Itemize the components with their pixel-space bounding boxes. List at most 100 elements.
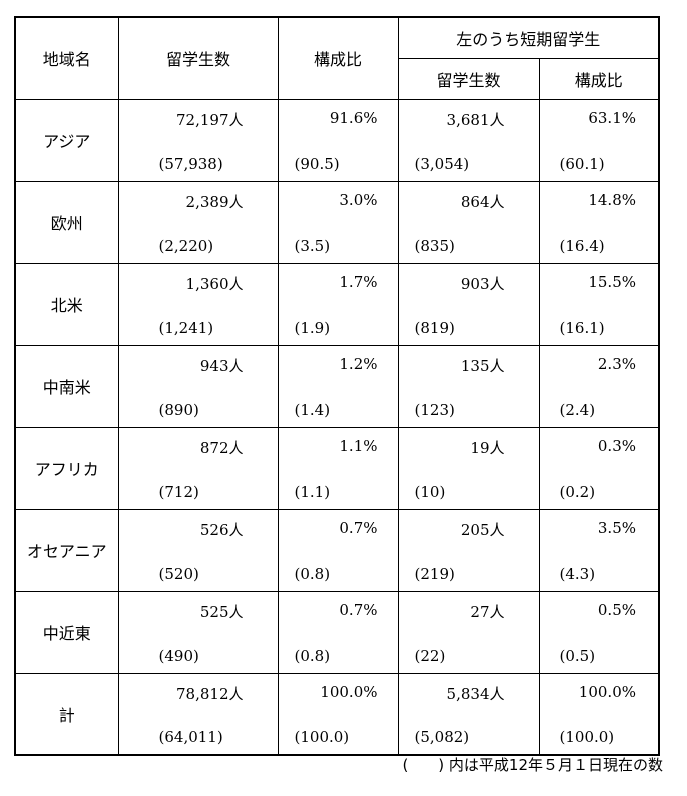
current-value: 3.5% [597, 518, 636, 537]
current-value: 864人 [460, 192, 505, 211]
current-value: 872人 [199, 438, 244, 457]
current-value: 100.0% [320, 682, 378, 701]
region-name: 欧州 [14, 180, 119, 264]
table-row: オセアニア 526人 (520) 0.7% (0.8) 205人 (219) 3.5% (4.3… [14, 508, 660, 592]
previous-value: (520) [158, 564, 199, 583]
short-share-cell: 15.5% (16.1) [538, 262, 660, 346]
current-value: 27人 [470, 602, 505, 621]
short-share-cell: 3.5% (4.3) [538, 508, 660, 592]
table-row: 中近東 525人 (490) 0.7% (0.8) 27人 (22) 0.5% (0.5) [14, 590, 660, 674]
current-value: 0.3% [597, 436, 636, 455]
current-value: 943人 [199, 356, 244, 375]
previous-value: (90.5) [294, 154, 340, 173]
share-cell: 1.1% (1.1) [277, 426, 399, 510]
current-value: 14.8% [588, 190, 636, 209]
current-value: 525人 [199, 602, 244, 621]
current-value: 15.5% [588, 272, 636, 291]
share-cell: 1.2% (1.4) [277, 344, 399, 428]
short-share-cell: 0.5% (0.5) [538, 590, 660, 674]
previous-value: (22) [414, 646, 446, 665]
header-short-share: 構成比 [538, 57, 660, 100]
current-value: 526人 [199, 520, 244, 539]
table-row: 中南米 943人 (890) 1.2% (1.4) 135人 (123) 2.3% (2.4) [14, 344, 660, 428]
current-value: 78,812人 [176, 684, 244, 703]
short-students-cell: 5,834人 (5,082) [397, 672, 540, 756]
short-students-cell: 903人 (819) [397, 262, 540, 346]
current-value: 5,834人 [446, 684, 505, 703]
previous-value: (1.9) [294, 318, 331, 337]
region-name: 計 [14, 672, 119, 756]
region-name: アフリカ [14, 426, 119, 510]
current-value: 903人 [460, 274, 505, 293]
region-name: オセアニア [14, 508, 119, 592]
current-value: 63.1% [588, 108, 636, 127]
table-body: 地域名 留学生数 構成比 左のうち短期留学生 留学生数 構成比 アジア 72,19… [14, 16, 660, 756]
header-short-term-group: 左のうち短期留学生 [397, 16, 660, 59]
header-students: 留学生数 [117, 16, 279, 100]
previous-value: (0.8) [294, 646, 331, 665]
header-short-students: 留学生数 [397, 57, 540, 100]
share-cell: 91.6% (90.5) [277, 98, 399, 182]
short-share-cell: 100.0% (100.0) [538, 672, 660, 756]
previous-value: (5,082) [414, 728, 470, 746]
previous-value: (3,054) [414, 154, 470, 173]
short-students-cell: 205人 (219) [397, 508, 540, 592]
previous-value: (4.3) [559, 564, 596, 583]
previous-value: (490) [158, 646, 199, 665]
previous-value: (16.1) [559, 318, 605, 337]
previous-value: (60.1) [559, 154, 605, 173]
region-name: 北米 [14, 262, 119, 346]
table-row: アジア 72,197人 (57,938) 91.6% (90.5) 3,681人 (3,05… [14, 98, 660, 182]
header-row-2: 留学生数 構成比 [15, 57, 660, 100]
students-cell: 872人 (712) [117, 426, 279, 510]
current-value: 0.5% [597, 600, 636, 619]
share-cell: 1.7% (1.9) [277, 262, 399, 346]
previous-value: (2,220) [158, 236, 214, 255]
share-cell: 3.0% (3.5) [277, 180, 399, 264]
students-cell: 2,389人 (2,220) [117, 180, 279, 264]
table-row: 欧州 2,389人 (2,220) 3.0% (3.5) 864人 (835) 14.8% (1… [14, 180, 660, 264]
students-cell: 943人 (890) [117, 344, 279, 428]
previous-value: (219) [414, 564, 455, 583]
current-value: 72,197人 [176, 110, 244, 129]
share-cell: 100.0% (100.0) [277, 672, 399, 756]
students-cell: 78,812人 (64,011) [117, 672, 279, 756]
previous-value: (835) [414, 236, 455, 255]
current-value: 0.7% [339, 600, 378, 619]
students-cell: 1,360人 (1,241) [117, 262, 279, 346]
short-students-cell: 135人 (123) [397, 344, 540, 428]
current-value: 1,360人 [185, 274, 244, 293]
previous-value: (100.0) [559, 728, 615, 746]
previous-value: (0.5) [559, 646, 596, 665]
current-value: 19人 [470, 438, 505, 457]
region-name: 中南米 [14, 344, 119, 428]
table-row: アフリカ 872人 (712) 1.1% (1.1) 19人 (10) 0.3% (0.2) [14, 426, 660, 510]
short-students-cell: 864人 (835) [397, 180, 540, 264]
previous-value: (0.8) [294, 564, 331, 583]
short-share-cell: 63.1% (60.1) [538, 98, 660, 182]
current-value: 3.0% [339, 190, 378, 209]
previous-value: (1.4) [294, 400, 331, 419]
current-value: 91.6% [329, 108, 378, 127]
header-share: 構成比 [277, 16, 399, 100]
header-row-1: 地域名 留学生数 構成比 左のうち短期留学生 [14, 16, 660, 100]
previous-value: (3.5) [294, 236, 331, 255]
previous-value: (57,938) [158, 154, 223, 173]
previous-value: (1.1) [294, 482, 331, 501]
share-cell: 0.7% (0.8) [277, 508, 399, 592]
short-share-cell: 0.3% (0.2) [538, 426, 660, 510]
share-cell: 0.7% (0.8) [277, 590, 399, 674]
current-value: 1.1% [339, 436, 378, 455]
previous-value: (10) [414, 482, 446, 501]
previous-value: (2.4) [559, 400, 596, 419]
current-value: 0.7% [339, 518, 378, 537]
current-value: 2,389人 [185, 192, 244, 211]
students-by-region-table: 地域名 留学生数 構成比 左のうち短期留学生 留学生数 構成比 アジア 72,19… [14, 16, 660, 756]
previous-value: (1,241) [158, 318, 214, 337]
header-region: 地域名 [14, 16, 119, 100]
previous-value: (890) [158, 400, 199, 419]
current-value: 205人 [460, 520, 505, 539]
current-value: 1.2% [339, 354, 378, 373]
table-row: 北米 1,360人 (1,241) 1.7% (1.9) 903人 (819) 15.5% (1… [14, 262, 660, 346]
current-value: 100.0% [578, 682, 636, 701]
